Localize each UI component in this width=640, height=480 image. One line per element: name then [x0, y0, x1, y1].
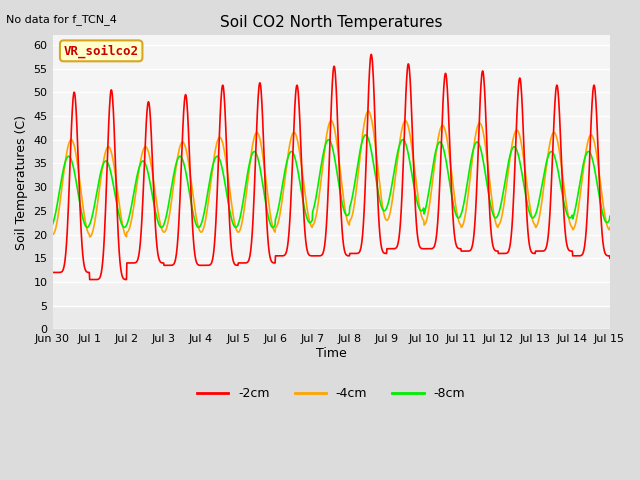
Text: No data for f_TCN_4: No data for f_TCN_4 [6, 14, 117, 25]
Legend: -2cm, -4cm, -8cm: -2cm, -4cm, -8cm [192, 383, 470, 406]
Bar [52, 282, 609, 306]
Text: VR_soilco2: VR_soilco2 [64, 44, 139, 58]
X-axis label: Time: Time [316, 347, 346, 360]
Y-axis label: Soil Temperatures (C): Soil Temperatures (C) [15, 115, 28, 250]
Bar [52, 306, 609, 329]
Title: Soil CO2 North Temperatures: Soil CO2 North Temperatures [220, 15, 442, 30]
